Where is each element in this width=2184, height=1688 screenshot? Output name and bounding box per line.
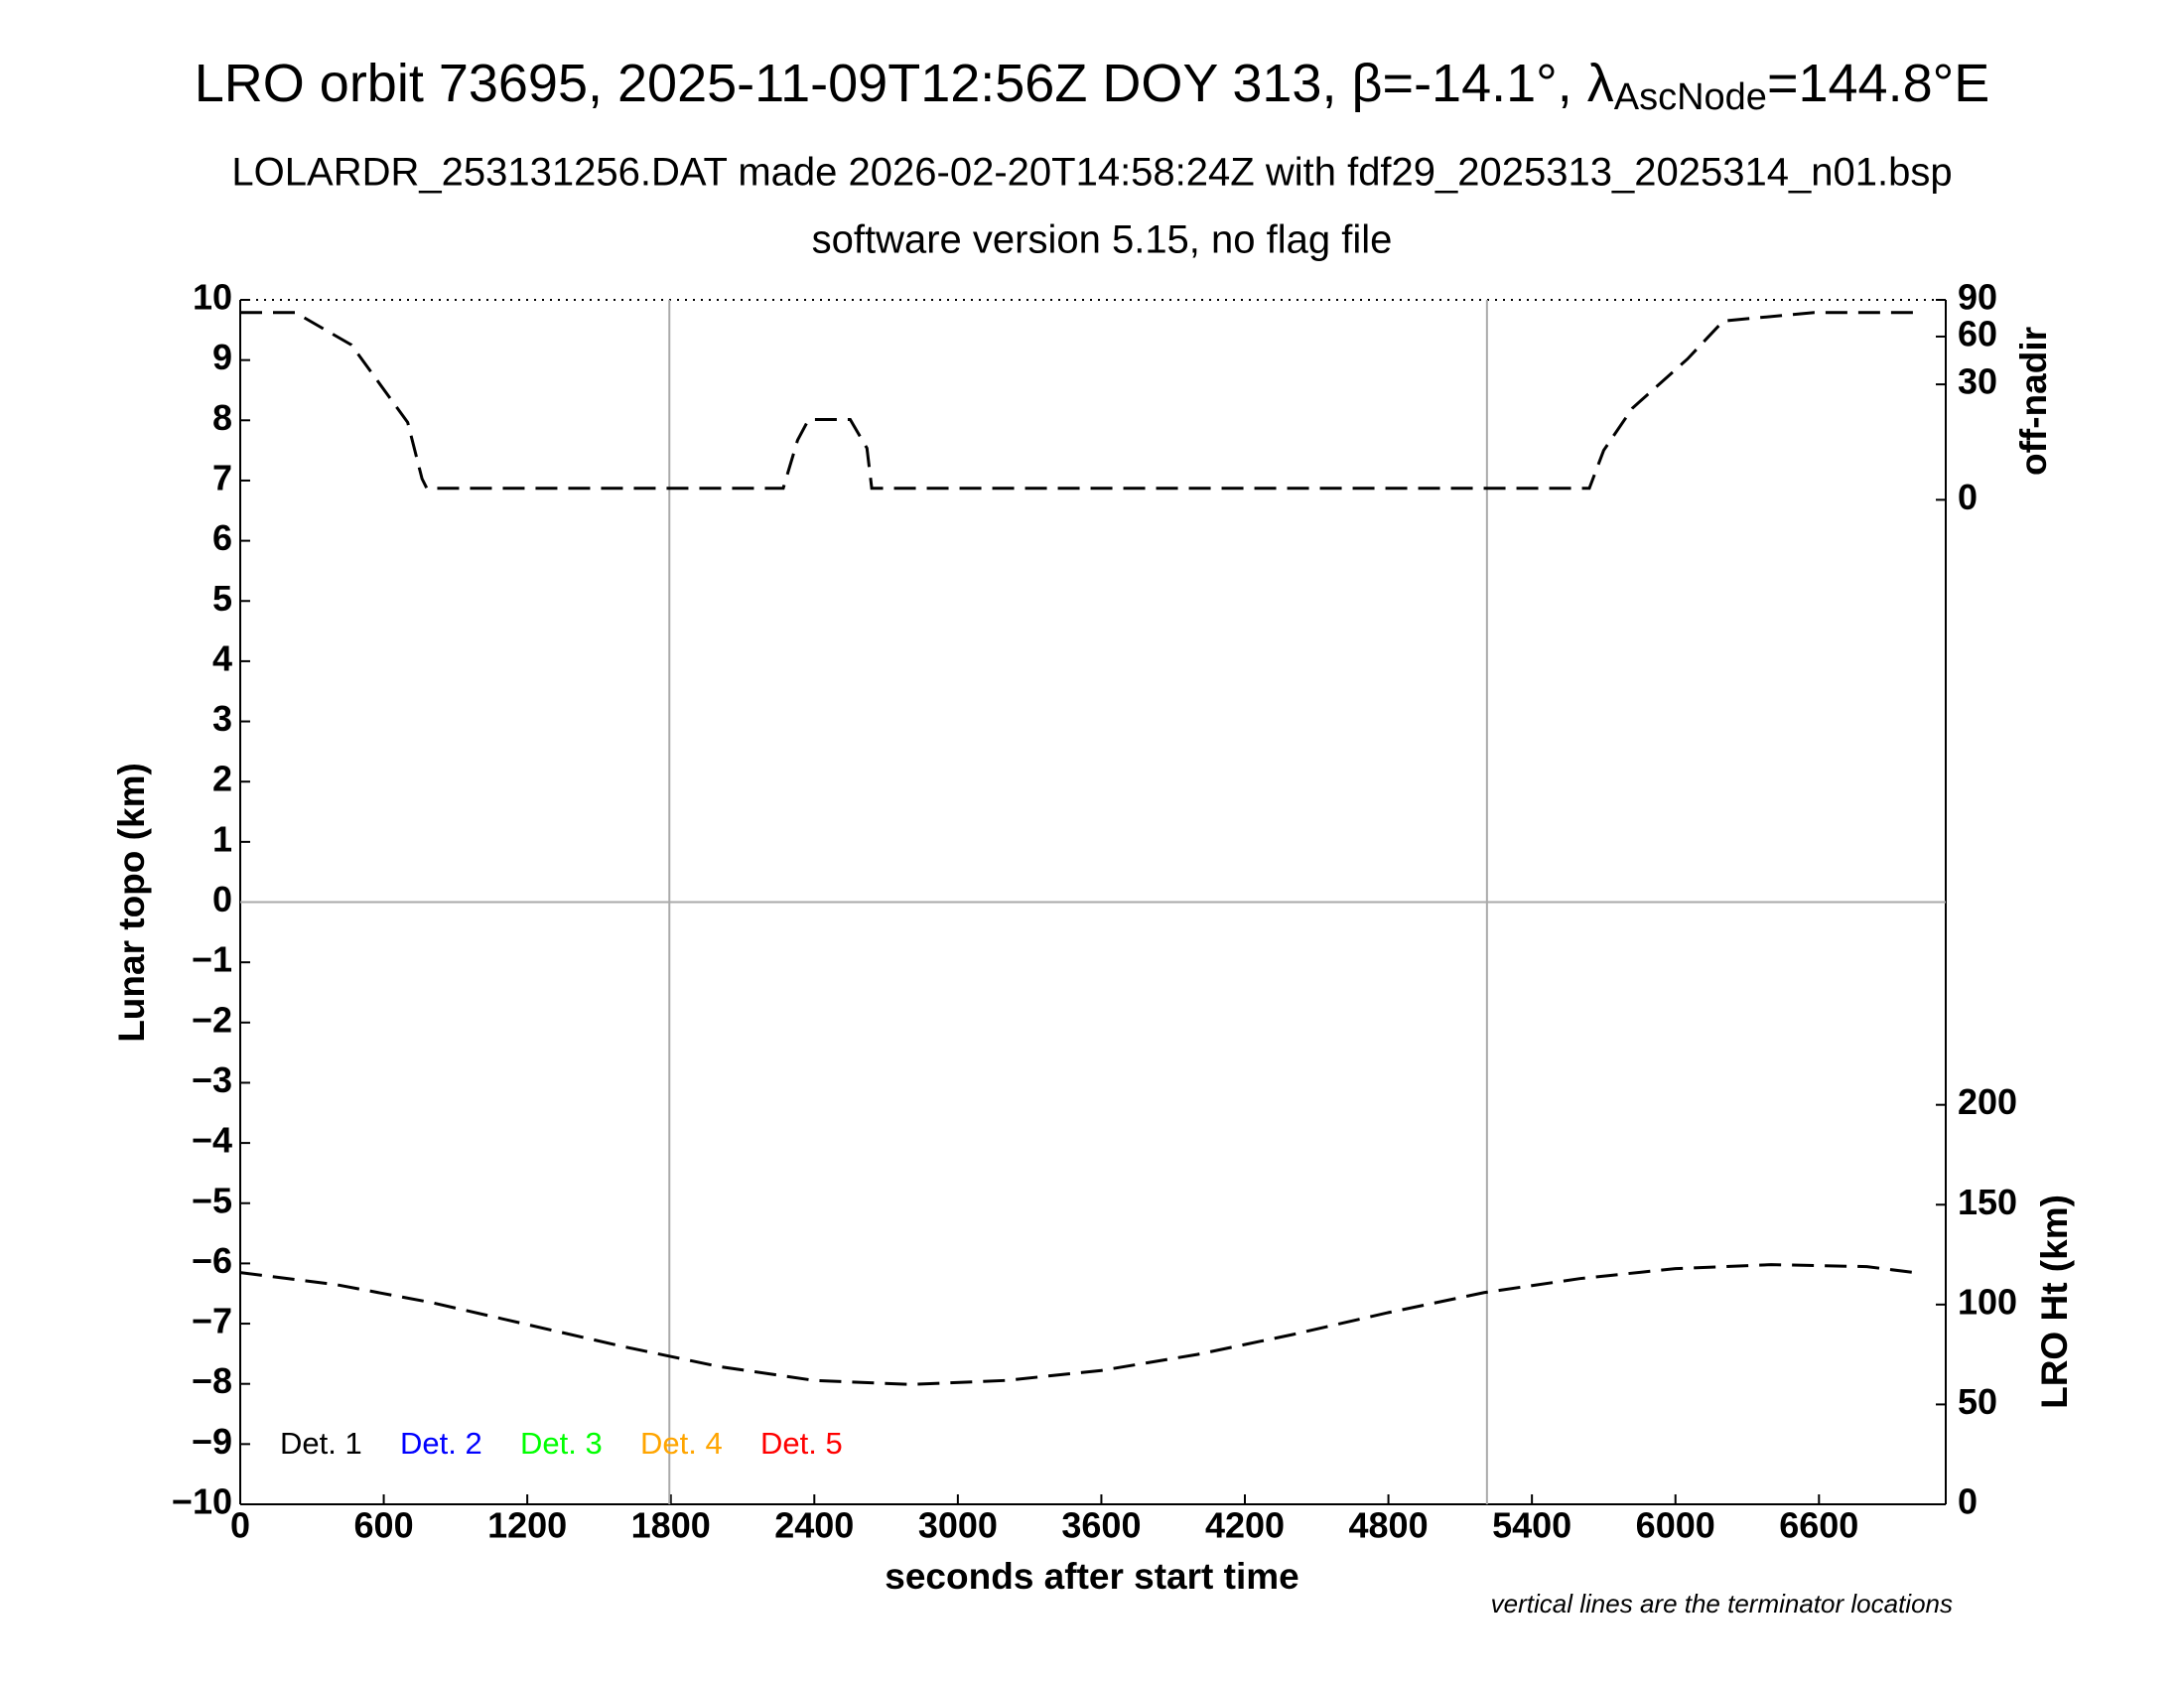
- x-axis-label: seconds after start time: [885, 1556, 1298, 1597]
- legend-entry: Det. 1: [280, 1426, 362, 1461]
- y3-tick-label: 90: [1958, 277, 1997, 318]
- y2-tick-label: 150: [1958, 1182, 2017, 1222]
- x-tick-label: 3600: [1061, 1505, 1141, 1546]
- subtitle: software version 5.15, no flag file: [812, 218, 1393, 262]
- y-tick-label: 4: [212, 637, 232, 678]
- legend-entry: Det. 2: [400, 1426, 482, 1461]
- legend-entry: Det. 5: [760, 1426, 843, 1461]
- y-tick-label: 7: [212, 457, 232, 497]
- y3-axis-label: off-nadir: [2013, 327, 2054, 476]
- y3-tick-label: 0: [1958, 477, 1978, 517]
- y-tick-label: 1: [212, 818, 232, 859]
- y-tick-label: 2: [212, 759, 232, 799]
- y2-tick-label: 200: [1958, 1081, 2017, 1122]
- y-tick-label: 8: [212, 397, 232, 438]
- y-tick-label: −2: [192, 999, 232, 1040]
- y-axis-label: Lunar topo (km): [111, 763, 152, 1043]
- x-tick-label: 4800: [1349, 1505, 1429, 1546]
- y-tick-label: −5: [192, 1180, 232, 1220]
- y2-axis-label: LRO Ht (km): [2034, 1195, 2075, 1409]
- y3-tick-label: 60: [1958, 313, 1997, 353]
- legend-entry: Det. 4: [640, 1426, 723, 1461]
- subtitle: LOLARDR_253131256.DAT made 2026-02-20T14…: [231, 151, 1952, 195]
- x-tick-label: 2400: [774, 1505, 854, 1546]
- x-tick-label: 6000: [1636, 1505, 1715, 1546]
- y-tick-label: −8: [192, 1360, 232, 1401]
- y-tick-label: −4: [192, 1120, 232, 1161]
- x-tick-label: 0: [230, 1505, 250, 1546]
- y2-tick-label: 50: [1958, 1381, 1997, 1422]
- y-tick-label: −9: [192, 1421, 232, 1462]
- series-line: [240, 311, 1915, 491]
- x-tick-label: 3000: [918, 1505, 998, 1546]
- x-tick-label: 6600: [1779, 1505, 1858, 1546]
- series-line: [239, 1263, 1915, 1386]
- y-tick-label: 5: [212, 578, 232, 619]
- note: vertical lines are the terminator locati…: [1491, 1589, 1953, 1618]
- y-tick-label: −3: [192, 1059, 232, 1100]
- x-tick-label: 1200: [487, 1505, 567, 1546]
- title-main: LRO orbit 73695, 2025-11-09T12:56Z DOY 3…: [195, 54, 1614, 113]
- x-tick-label: 4200: [1205, 1505, 1285, 1546]
- x-tick-label: 1800: [631, 1505, 711, 1546]
- y2-tick-label: 0: [1958, 1481, 1978, 1522]
- y-tick-label: 6: [212, 517, 232, 558]
- x-tick-label: 600: [354, 1505, 414, 1546]
- y-tick-label: −1: [192, 939, 232, 980]
- y-tick-label: −10: [172, 1481, 232, 1522]
- title-subscript: AscNode: [1614, 76, 1767, 118]
- y-tick-label: 0: [212, 879, 232, 919]
- y-tick-label: 3: [212, 698, 232, 739]
- y-tick-label: −7: [192, 1301, 232, 1341]
- y-tick-label: 9: [212, 337, 232, 377]
- x-tick-label: 5400: [1492, 1505, 1571, 1546]
- y-tick-label: −6: [192, 1240, 232, 1281]
- title-suffix: =144.8°E: [1767, 54, 1989, 113]
- legend-entry: Det. 3: [520, 1426, 603, 1461]
- y2-tick-label: 100: [1958, 1281, 2017, 1322]
- chart-title: LRO orbit 73695, 2025-11-09T12:56Z DOY 3…: [195, 54, 1989, 118]
- y-tick-label: 10: [193, 277, 232, 318]
- y3-tick-label: 30: [1958, 361, 1997, 402]
